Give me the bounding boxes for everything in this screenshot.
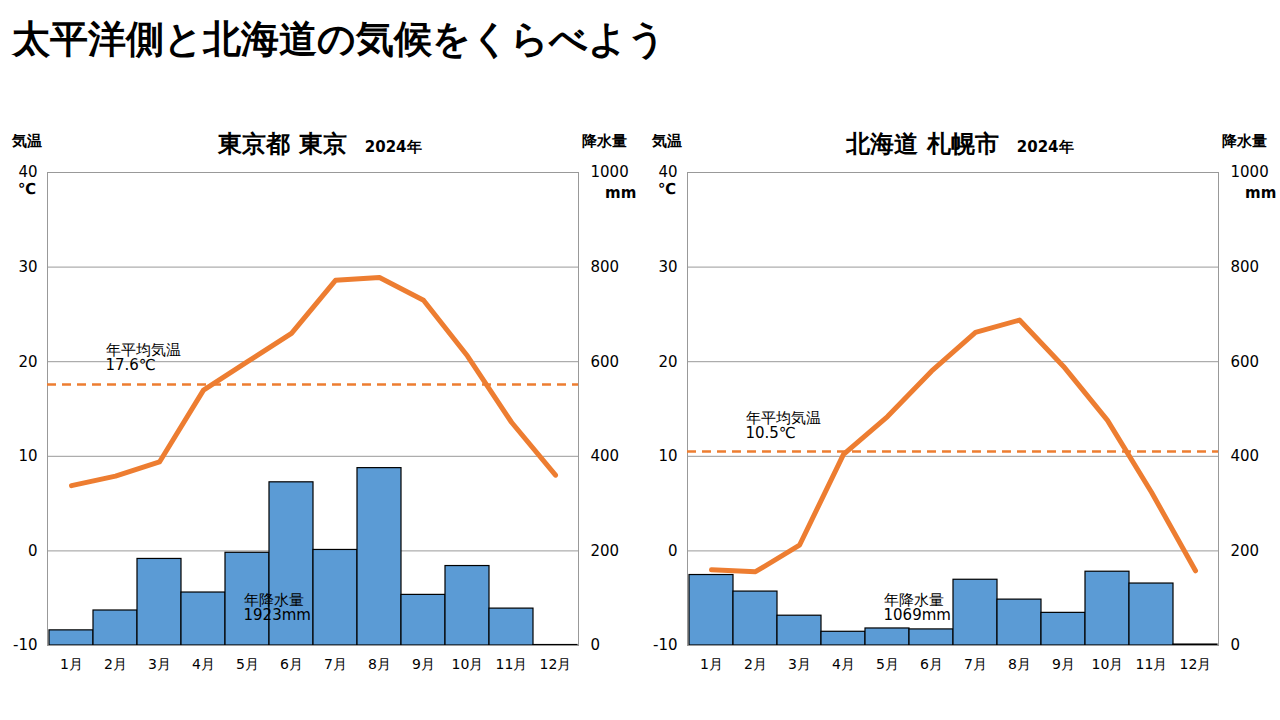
svg-text:2月: 2月 bbox=[104, 656, 127, 672]
svg-text:年降水量1923mm: 年降水量1923mm bbox=[244, 591, 311, 624]
svg-text:20: 20 bbox=[658, 353, 677, 371]
svg-text:3月: 3月 bbox=[148, 656, 171, 672]
svg-text:200: 200 bbox=[1231, 542, 1260, 560]
svg-text:800: 800 bbox=[1231, 258, 1260, 276]
svg-text:10: 10 bbox=[658, 447, 677, 465]
svg-text:40: 40 bbox=[18, 163, 37, 181]
svg-text:4月: 4月 bbox=[832, 656, 855, 672]
html-text:気温: 気温 bbox=[652, 132, 682, 150]
svg-text:40: 40 bbox=[658, 163, 677, 181]
svg-text:0: 0 bbox=[1231, 636, 1241, 654]
html-text:降水量: 降水量 bbox=[1222, 132, 1267, 150]
svg-text:4月: 4月 bbox=[192, 656, 215, 672]
html-text:mm: mm bbox=[605, 184, 637, 202]
html-text:mm: mm bbox=[1245, 184, 1277, 202]
svg-text:8月: 8月 bbox=[368, 656, 391, 672]
svg-text:6月: 6月 bbox=[280, 656, 303, 672]
html-text:気温: 気温 bbox=[12, 132, 42, 150]
svg-text:-10: -10 bbox=[653, 636, 678, 654]
svg-text:10月: 10月 bbox=[1092, 656, 1124, 672]
svg-text:1000: 1000 bbox=[591, 163, 629, 181]
svg-text:8月: 8月 bbox=[1008, 656, 1031, 672]
svg-text:9月: 9月 bbox=[412, 656, 435, 672]
svg-text:5月: 5月 bbox=[236, 656, 259, 672]
svg-text:5月: 5月 bbox=[876, 656, 899, 672]
html-text:2024年: 2024年 bbox=[364, 138, 422, 156]
svg-text:年降水量1069mm: 年降水量1069mm bbox=[884, 591, 951, 624]
svg-text:400: 400 bbox=[1231, 447, 1260, 465]
svg-text:200: 200 bbox=[591, 542, 620, 560]
svg-text:0: 0 bbox=[668, 542, 678, 560]
svg-text:600: 600 bbox=[1231, 353, 1260, 371]
html-text:降水量: 降水量 bbox=[582, 132, 627, 150]
svg-text:7月: 7月 bbox=[324, 656, 347, 672]
svg-text:1000: 1000 bbox=[1231, 163, 1269, 181]
html-text:北海道 札幌市: 北海道 札幌市 bbox=[846, 130, 999, 158]
svg-text:30: 30 bbox=[18, 258, 37, 276]
svg-text:年平均気温17.6℃: 年平均気温17.6℃ bbox=[106, 341, 181, 374]
svg-text:0: 0 bbox=[591, 636, 601, 654]
svg-text:7月: 7月 bbox=[964, 656, 987, 672]
svg-text:1月: 1月 bbox=[60, 656, 83, 672]
svg-text:600: 600 bbox=[591, 353, 620, 371]
svg-text:12月: 12月 bbox=[1180, 656, 1212, 672]
html-text:太平洋側と北海道の気候をくらべよう: 太平洋側と北海道の気候をくらべよう bbox=[12, 17, 666, 61]
svg-text:年平均気温10.5℃: 年平均気温10.5℃ bbox=[746, 409, 821, 442]
svg-text:6月: 6月 bbox=[920, 656, 943, 672]
svg-text:11月: 11月 bbox=[1136, 656, 1168, 672]
svg-text:20: 20 bbox=[18, 353, 37, 371]
svg-text:800: 800 bbox=[591, 258, 620, 276]
svg-text:1月: 1月 bbox=[700, 656, 723, 672]
svg-text:2月: 2月 bbox=[744, 656, 767, 672]
svg-text:30: 30 bbox=[658, 258, 677, 276]
svg-text:400: 400 bbox=[591, 447, 620, 465]
html-text:東京都 東京: 東京都 東京 bbox=[218, 130, 347, 158]
svg-text:-10: -10 bbox=[13, 636, 38, 654]
svg-text:11月: 11月 bbox=[496, 656, 528, 672]
svg-text:12月: 12月 bbox=[540, 656, 572, 672]
svg-text:10月: 10月 bbox=[452, 656, 484, 672]
svg-text:3月: 3月 bbox=[788, 656, 811, 672]
svg-text:0: 0 bbox=[28, 542, 38, 560]
svg-text:10: 10 bbox=[18, 447, 37, 465]
html-text:2024年: 2024年 bbox=[1016, 138, 1074, 156]
svg-text:9月: 9月 bbox=[1052, 656, 1075, 672]
